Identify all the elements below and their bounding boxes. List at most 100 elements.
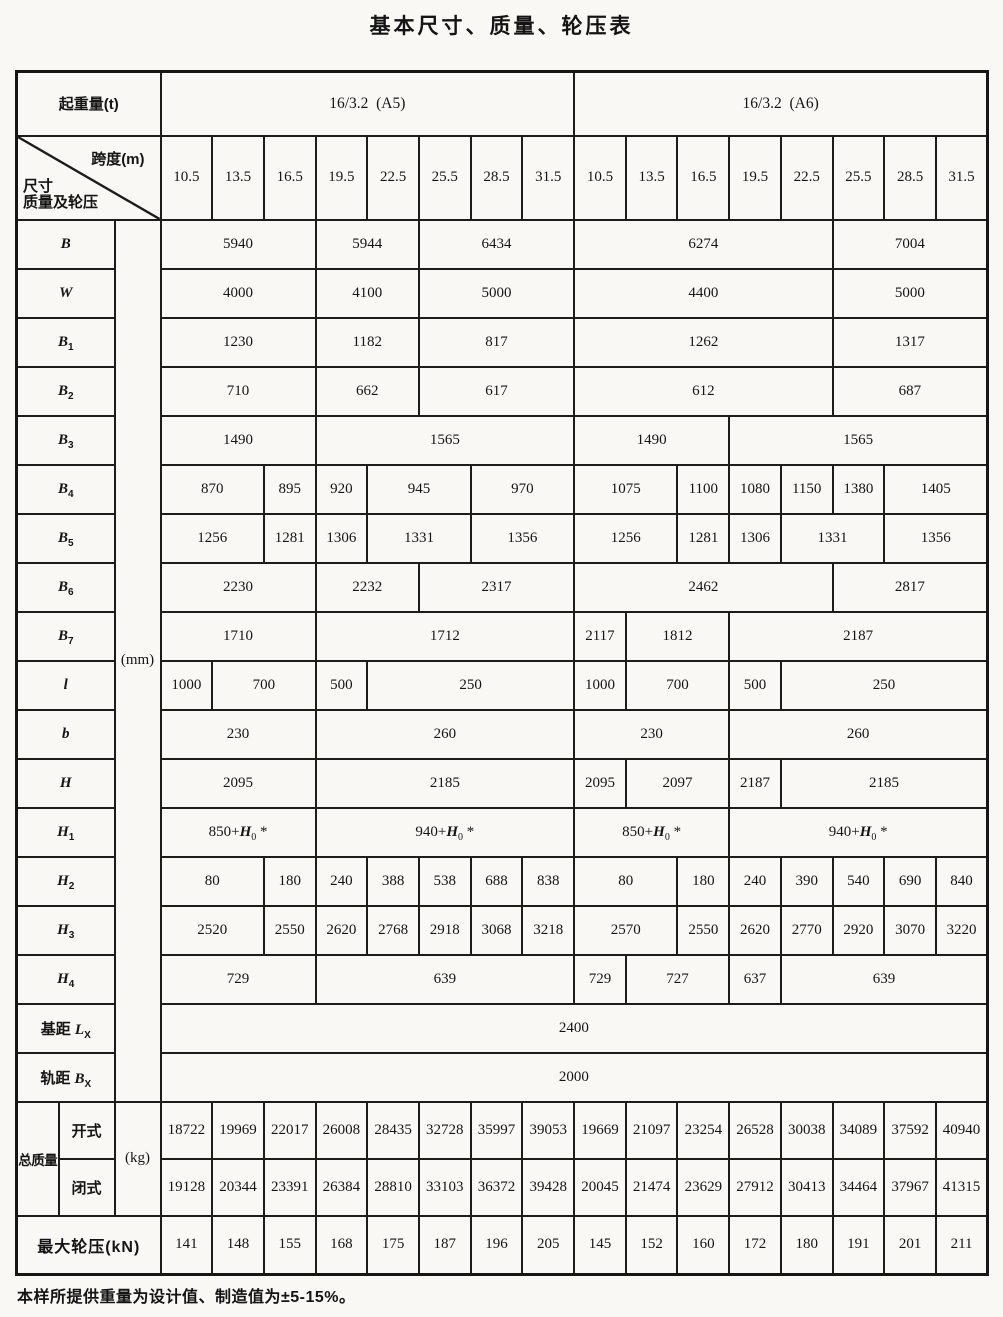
- dimension-row-label: 基距 LX: [15, 1002, 116, 1054]
- dimension-value-cell: 850+H0 *: [573, 806, 731, 858]
- dimension-row: W 4000 4100 5000 4400 5000: [15, 267, 989, 319]
- dimension-row: B6 2230 2232 2317 2462 2817: [15, 561, 989, 613]
- dimension-row: l 1000 700 500 250 1000 700 500 250: [15, 659, 989, 711]
- dimension-value-cell: 850+H0 *: [159, 806, 317, 858]
- dimension-value-cell: 1317: [831, 316, 989, 368]
- dimension-value-cell: 2550: [262, 904, 317, 956]
- dimension-row-label: H4: [15, 953, 116, 1005]
- dimension-axis-label: 尺寸: [23, 177, 54, 195]
- dimension-value-cell: 1000: [159, 659, 214, 711]
- span-value-cell: 22.5: [779, 134, 834, 221]
- span-value-cell: 16.5: [676, 134, 731, 221]
- mass-value-cell: 39053: [521, 1100, 576, 1160]
- dimension-value-cell: 700: [211, 659, 317, 711]
- dimension-value-cell: 1306: [728, 512, 782, 564]
- dimension-value-cell: 6274: [573, 218, 834, 270]
- dimension-row: B2 710 662 617 612 687: [15, 365, 989, 417]
- dimension-value-cell: 5000: [831, 267, 989, 319]
- wheel-pressure-row: 最大轮压(kN) 141 148 155 168 175 187 196 205 145 152 16…: [15, 1214, 989, 1276]
- dimension-value-cell: 3068: [469, 904, 524, 956]
- dimension-row: B4 870 895 920 945 970 1075 1100 1080 1150 1380 140…: [15, 463, 989, 515]
- total-mass-row: 总质量 开式 (kg) 18722 19969 22017 26008 28435 32728 3…: [15, 1100, 989, 1217]
- dimension-row: B1 1230 1182 817 1262 1317: [15, 316, 989, 368]
- span-value-cell: 31.5: [934, 134, 989, 221]
- dimension-row-label: B: [15, 218, 116, 270]
- page-title: 基本尺寸、质量、轮压表: [369, 15, 634, 38]
- dimension-value-cell: 5000: [417, 267, 576, 319]
- dimension-row-label: l: [15, 659, 116, 711]
- dimension-value-cell: 2620: [314, 904, 369, 956]
- dimension-row-label: W: [15, 267, 116, 319]
- dimension-row: B5 1256 1281 1306 1331 1356 1256 1281 1306 1331 13…: [15, 512, 989, 564]
- mass-value-cell: 37967: [883, 1157, 937, 1217]
- dimension-value-cell: 817: [417, 316, 576, 368]
- dimension-row-label: B7: [15, 610, 116, 662]
- dimension-value-cell: 1080: [728, 463, 782, 515]
- dimension-value-cell: 2550: [676, 904, 731, 956]
- span-value-cell: 10.5: [573, 134, 627, 221]
- dimension-value-cell: 710: [159, 365, 317, 417]
- mass-value-cell: 41315: [934, 1157, 989, 1217]
- span-value-cell: 25.5: [831, 134, 886, 221]
- dimension-row: B (mm) 5940 5944 6434 6274 7004: [15, 218, 989, 1103]
- dimension-value-cell: 3220: [934, 904, 989, 956]
- dimension-value-cell: 2620: [728, 904, 782, 956]
- dimension-value-cell: 2520: [159, 904, 265, 956]
- dimension-value-cell: 1182: [314, 316, 420, 368]
- dimension-value-cell: 5944: [314, 218, 420, 270]
- wheel-pressure-value-cell: 175: [366, 1214, 420, 1276]
- wheel-pressure-value-cell: 160: [676, 1214, 731, 1276]
- dimension-value-cell: 970: [469, 463, 576, 515]
- dimension-value-cell: 2095: [573, 757, 627, 809]
- mass-value-cell: 30038: [779, 1100, 834, 1160]
- dimension-value-cell: 1306: [314, 512, 369, 564]
- dimension-value-cell: 260: [728, 708, 989, 760]
- mass-value-cell: 28810: [366, 1157, 420, 1217]
- dimension-value-cell: 2230: [159, 561, 317, 613]
- dimension-value-cell: 637: [728, 953, 782, 1005]
- dimension-value-cell: 639: [779, 953, 989, 1005]
- dimension-value-cell: 1490: [573, 414, 731, 466]
- dimension-value-cell: 1075: [573, 463, 679, 515]
- dimension-row-label: b: [15, 708, 116, 760]
- dimension-value-cell: 2187: [728, 610, 989, 662]
- span-axis-label: 跨度(m): [91, 150, 145, 168]
- mass-value-cell: 23254: [676, 1100, 731, 1160]
- mass-value-cell: 26528: [728, 1100, 782, 1160]
- mass-value-cell: 19669: [573, 1100, 627, 1160]
- dimension-value-cell: 870: [159, 463, 265, 515]
- dimension-value-cell: 1565: [728, 414, 989, 466]
- mass-value-cell: 30413: [779, 1157, 834, 1217]
- dimension-value-cell: 1331: [779, 512, 886, 564]
- total-mass-label: 总质量: [15, 1100, 60, 1217]
- dimension-row-label: B5: [15, 512, 116, 564]
- mass-value-cell: 32728: [417, 1100, 472, 1160]
- dimension-value-cell: 230: [159, 708, 317, 760]
- dimension-value-cell: 6434: [417, 218, 576, 270]
- dimension-row-label: H3: [15, 904, 116, 956]
- dimension-value-cell: 729: [159, 953, 317, 1005]
- wheel-pressure-label: 最大轮压(kN): [15, 1214, 162, 1276]
- wheel-pressure-value-cell: 152: [624, 1214, 679, 1276]
- dimension-value-cell: 1150: [779, 463, 834, 515]
- dimension-value-cell: 1356: [883, 512, 989, 564]
- dimension-value-cell: 1100: [676, 463, 731, 515]
- mass-value-cell: 22017: [262, 1100, 317, 1160]
- dimension-value-cell: 1380: [831, 463, 886, 515]
- dimension-value-cell: 2400: [159, 1002, 989, 1054]
- diagonal-line: [18, 137, 159, 218]
- dimension-value-cell: 1230: [159, 316, 317, 368]
- mass-value-cell: 27912: [728, 1157, 782, 1217]
- dimension-row: H4 729 639 729 727 637 639: [15, 953, 989, 1005]
- dimension-value-cell: 1281: [676, 512, 731, 564]
- span-value-cell: 31.5: [521, 134, 576, 221]
- dimension-value-cell: 1812: [624, 610, 731, 662]
- dimension-row-label: H: [15, 757, 116, 809]
- mass-type-label: 闭式: [57, 1157, 116, 1217]
- dimension-value-cell: 500: [728, 659, 782, 711]
- dimension-row-label: B3: [15, 414, 116, 466]
- dimension-row: 轨距 BX 2000: [15, 1051, 989, 1103]
- dimension-row-label: B1: [15, 316, 116, 368]
- dimension-value-cell: 5940: [159, 218, 317, 270]
- dimension-value-cell: 1405: [883, 463, 989, 515]
